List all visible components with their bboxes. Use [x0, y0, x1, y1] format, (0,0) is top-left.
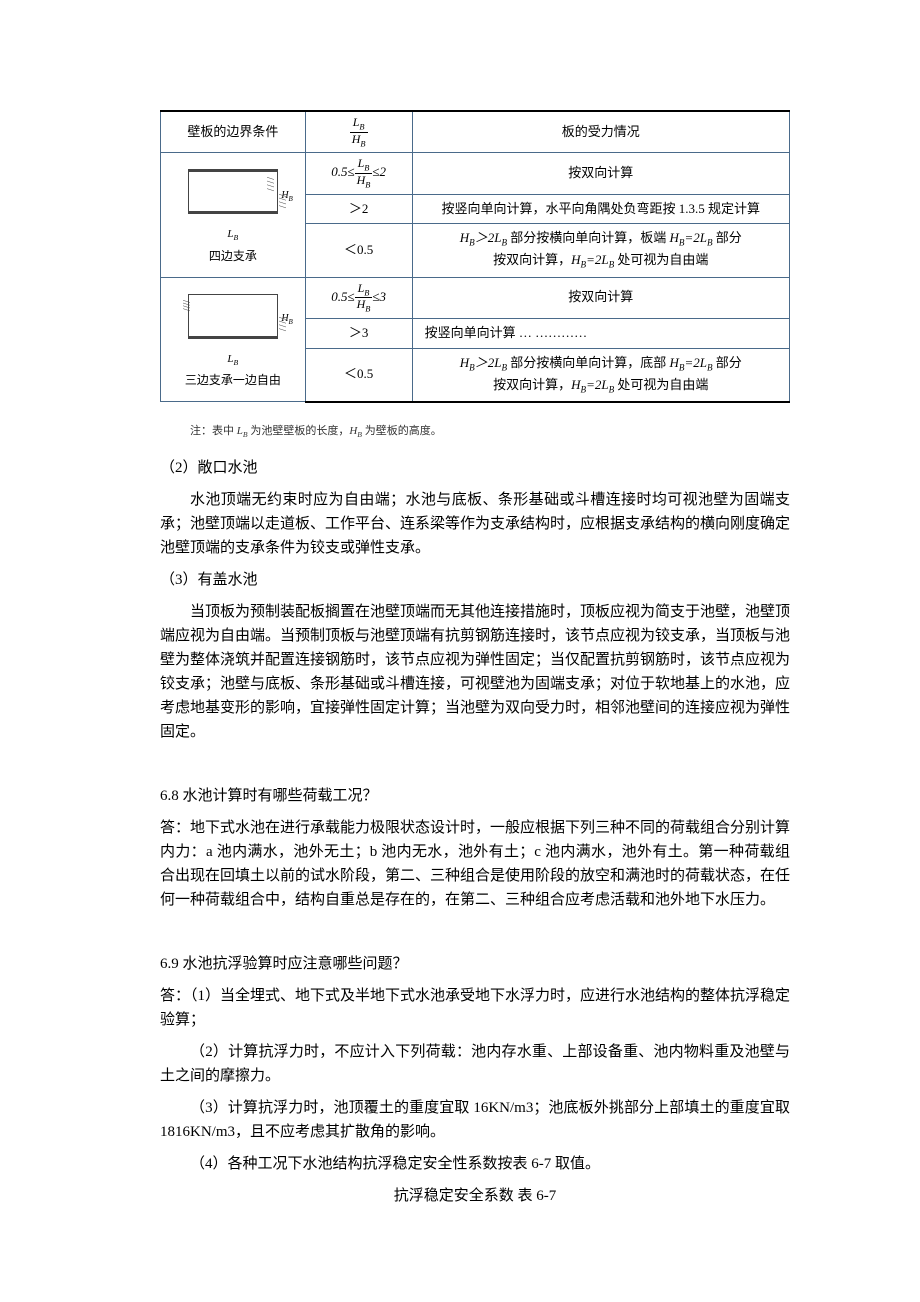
- th-boundary: 壁板的边界条件: [161, 111, 306, 153]
- sec2-body: 水池顶端无约束时应为自由端；水池与底板、条形基础或斗槽连接时均可视池壁为固端支承…: [160, 488, 790, 560]
- sec2-heading: （2）敞口水池: [160, 456, 790, 480]
- diagram-four-sides: HB LB 四边支承: [161, 153, 306, 277]
- th-desc: 板的受力情况: [412, 111, 789, 153]
- q69-a2: （2）计算抗浮力时，不应计入下列荷载：池内存水重、上部设备重、池内物料重及池壁与…: [160, 1040, 790, 1088]
- th-ratio: LBHB: [305, 111, 412, 153]
- q68-answer: 答：地下式水池在进行承载能力极限状态设计时，一般应根据下列三种不同的荷载组合分别…: [160, 816, 790, 912]
- q69-a1: 答：（1）当全埋式、地下式及半地下式水池承受地下水浮力时，应进行水池结构的整体抗…: [160, 984, 790, 1032]
- ratio-cell: 0.5≤LBHB≤2: [305, 153, 412, 194]
- desc-cell: 按双向计算: [412, 153, 789, 194]
- q69-a4: （4）各种工况下水池结构抗浮稳定安全性系数按表 6-7 取值。: [160, 1152, 790, 1176]
- desc-cell: 按竖向单向计算，水平向角隅处负弯距按 1.3.5 规定计算: [412, 194, 789, 224]
- desc-cell: HB＞2LB 部分按横向单向计算，板端 HB=2LB 部分 按双向计算，HB=2…: [412, 224, 789, 277]
- diagram-three-sides: HB LB 三边支承一边自由: [161, 277, 306, 402]
- q69-title: 6.9 水池抗浮验算时应注意哪些问题？: [160, 952, 790, 976]
- sec3-body: 当顶板为预制装配板搁置在池壁顶端而无其他连接措施时，顶板应视为简支于池壁，池壁顶…: [160, 600, 790, 744]
- boundary-table: 壁板的边界条件 LBHB 板的受力情况 HB LB 四边支承 0.5≤LBHB≤…: [160, 110, 790, 403]
- desc-cell: HB＞2LB 部分按横向单向计算，底部 HB=2LB 部分 按双向计算，HB=2…: [412, 348, 789, 402]
- desc-cell: 按双向计算: [412, 277, 789, 318]
- desc-cell: 按竖向单向计算 … …………: [412, 318, 789, 348]
- table-note: 注：表中 LB 为池壁壁板的长度，HB 为壁板的高度。: [190, 423, 790, 442]
- q69-a3: （3）计算抗浮力时，池顶覆土的重度宜取 16KN/m3；池底板外挑部分上部填土的…: [160, 1096, 790, 1144]
- ratio-cell: ＞3: [305, 318, 412, 348]
- q69-caption: 抗浮稳定安全系数 表 6-7: [160, 1184, 790, 1208]
- q68-title: 6.8 水池计算时有哪些荷载工况？: [160, 784, 790, 808]
- ratio-cell: ＜0.5: [305, 224, 412, 277]
- ratio-cell: ＜0.5: [305, 348, 412, 402]
- ratio-cell: 0.5≤LBHB≤3: [305, 277, 412, 318]
- ratio-cell: ＞2: [305, 194, 412, 224]
- sec3-heading: （3）有盖水池: [160, 568, 790, 592]
